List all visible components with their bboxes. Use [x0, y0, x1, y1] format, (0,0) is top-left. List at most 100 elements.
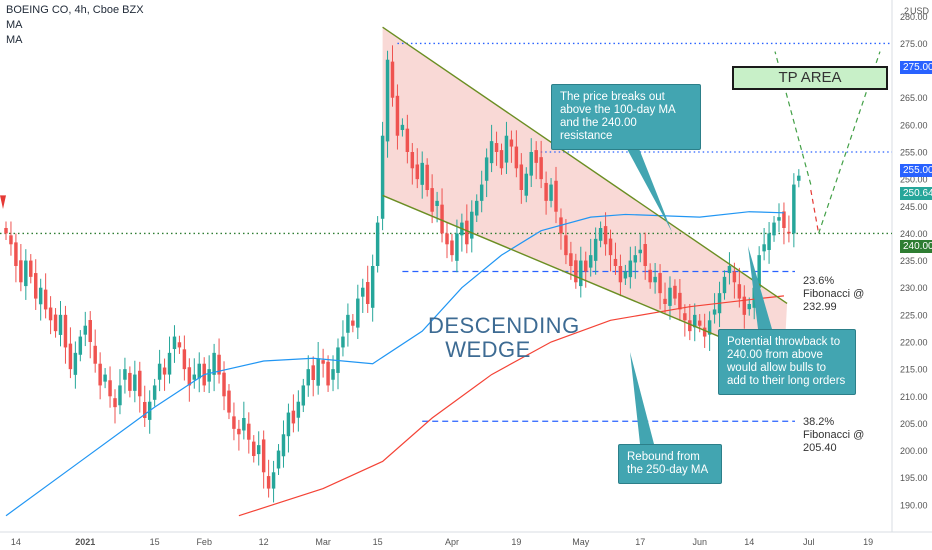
bull-path-1: [774, 51, 812, 185]
candle-body: [143, 401, 147, 418]
candle-body: [757, 255, 761, 288]
candle-body: [777, 217, 781, 221]
candle-body: [207, 369, 211, 382]
ma1-legend[interactable]: MA: [6, 19, 23, 31]
fib-382-label: 38.2% Fibonacci @ 205.40: [803, 416, 865, 454]
bull-path-2: [818, 51, 881, 234]
candle-body: [593, 238, 598, 261]
candle-body: [693, 314, 697, 328]
candle-body: [118, 385, 122, 406]
y-tick-label: 255.00: [900, 148, 928, 158]
candle-body: [752, 287, 756, 308]
candle-body: [722, 276, 727, 294]
candle-body: [197, 363, 201, 379]
x-tick-label: Apr: [445, 537, 459, 547]
candle-body: [643, 244, 647, 266]
candle-body: [271, 472, 276, 489]
candle-body: [29, 260, 33, 277]
candle-body: [608, 238, 613, 256]
candle-body: [688, 320, 692, 332]
ma2-legend[interactable]: MA: [6, 34, 23, 46]
candle-body: [623, 271, 628, 279]
candle-body: [678, 292, 682, 310]
wedge-label: DESCENDING WEDGE: [428, 313, 580, 362]
candle-body: [658, 273, 662, 294]
candle-body: [43, 289, 48, 310]
candle-body: [618, 266, 623, 283]
candle-body: [356, 298, 360, 328]
x-tick-label: Jul: [803, 537, 815, 547]
y-tick-label: 265.00: [900, 93, 928, 103]
y-tick-label: 195.00: [900, 473, 928, 483]
candle-body: [68, 343, 73, 370]
candle-body: [683, 313, 687, 321]
candle-body: [435, 200, 439, 207]
candle-body: [628, 260, 633, 278]
candle-body: [227, 390, 231, 413]
y-tick-label: 225.00: [900, 310, 928, 320]
candle-body: [782, 211, 786, 228]
candle-body: [291, 410, 296, 424]
candle-body: [569, 253, 573, 266]
candle-body: [316, 358, 320, 386]
candle-body: [296, 401, 301, 418]
y-tick-label: 250.00: [900, 175, 928, 185]
candle-body: [549, 184, 553, 201]
candle-body: [519, 164, 524, 190]
x-tick-label: 12: [259, 537, 269, 547]
x-tick-label: May: [572, 537, 590, 547]
candle-body: [237, 428, 241, 435]
candle-body: [653, 276, 657, 283]
candle-body: [410, 152, 415, 169]
candle-body: [574, 260, 578, 283]
candle-body: [797, 175, 801, 181]
x-tick-label: 14: [11, 537, 21, 547]
price-label-240: 240.00: [900, 240, 932, 253]
candle-body: [405, 128, 410, 152]
candle-body: [440, 204, 444, 234]
left-edge-marker: [0, 195, 6, 209]
candle-body: [326, 361, 330, 386]
candle-body: [341, 336, 345, 348]
price-label-255: 255.00: [900, 164, 932, 177]
y-tick-label: 220.00: [900, 338, 928, 348]
y-tick-label: 235.00: [900, 256, 928, 266]
candle-body: [365, 282, 370, 304]
candle-body: [375, 222, 380, 266]
candle-body: [19, 260, 23, 283]
candle-body: [450, 240, 454, 256]
wedge-label-line1: DESCENDING: [428, 313, 580, 338]
candle-body: [534, 150, 538, 163]
x-tick-label: Mar: [315, 537, 331, 547]
candle-body: [187, 367, 192, 386]
candle-body: [737, 284, 742, 299]
candle-body: [747, 304, 751, 310]
candle-body: [177, 342, 182, 348]
candle-body: [465, 220, 469, 245]
candle-body: [579, 260, 583, 287]
candle-body: [108, 380, 112, 397]
candle-body: [138, 370, 142, 397]
candle-body: [499, 150, 504, 169]
candle-body: [286, 412, 291, 437]
candle-body: [24, 260, 28, 287]
candle-body: [247, 423, 251, 440]
candle-body: [123, 369, 127, 380]
candle-body: [588, 255, 593, 268]
candle-body: [529, 152, 533, 176]
candle-body: [509, 139, 514, 147]
candle-body: [133, 374, 137, 391]
y-tick-label: 240.00: [900, 229, 928, 239]
candle-body: [707, 320, 712, 335]
y-tick-label: 205.00: [900, 419, 928, 429]
candle-body: [48, 307, 53, 321]
candle-body: [598, 228, 603, 241]
candle-body: [514, 146, 519, 169]
candle-body: [673, 285, 677, 299]
ma250-line: [238, 295, 785, 517]
candle-body: [484, 157, 489, 181]
x-tick-label: 19: [863, 537, 873, 547]
candle-body: [702, 327, 707, 337]
candle-body: [668, 287, 672, 306]
candle-body: [697, 320, 702, 326]
